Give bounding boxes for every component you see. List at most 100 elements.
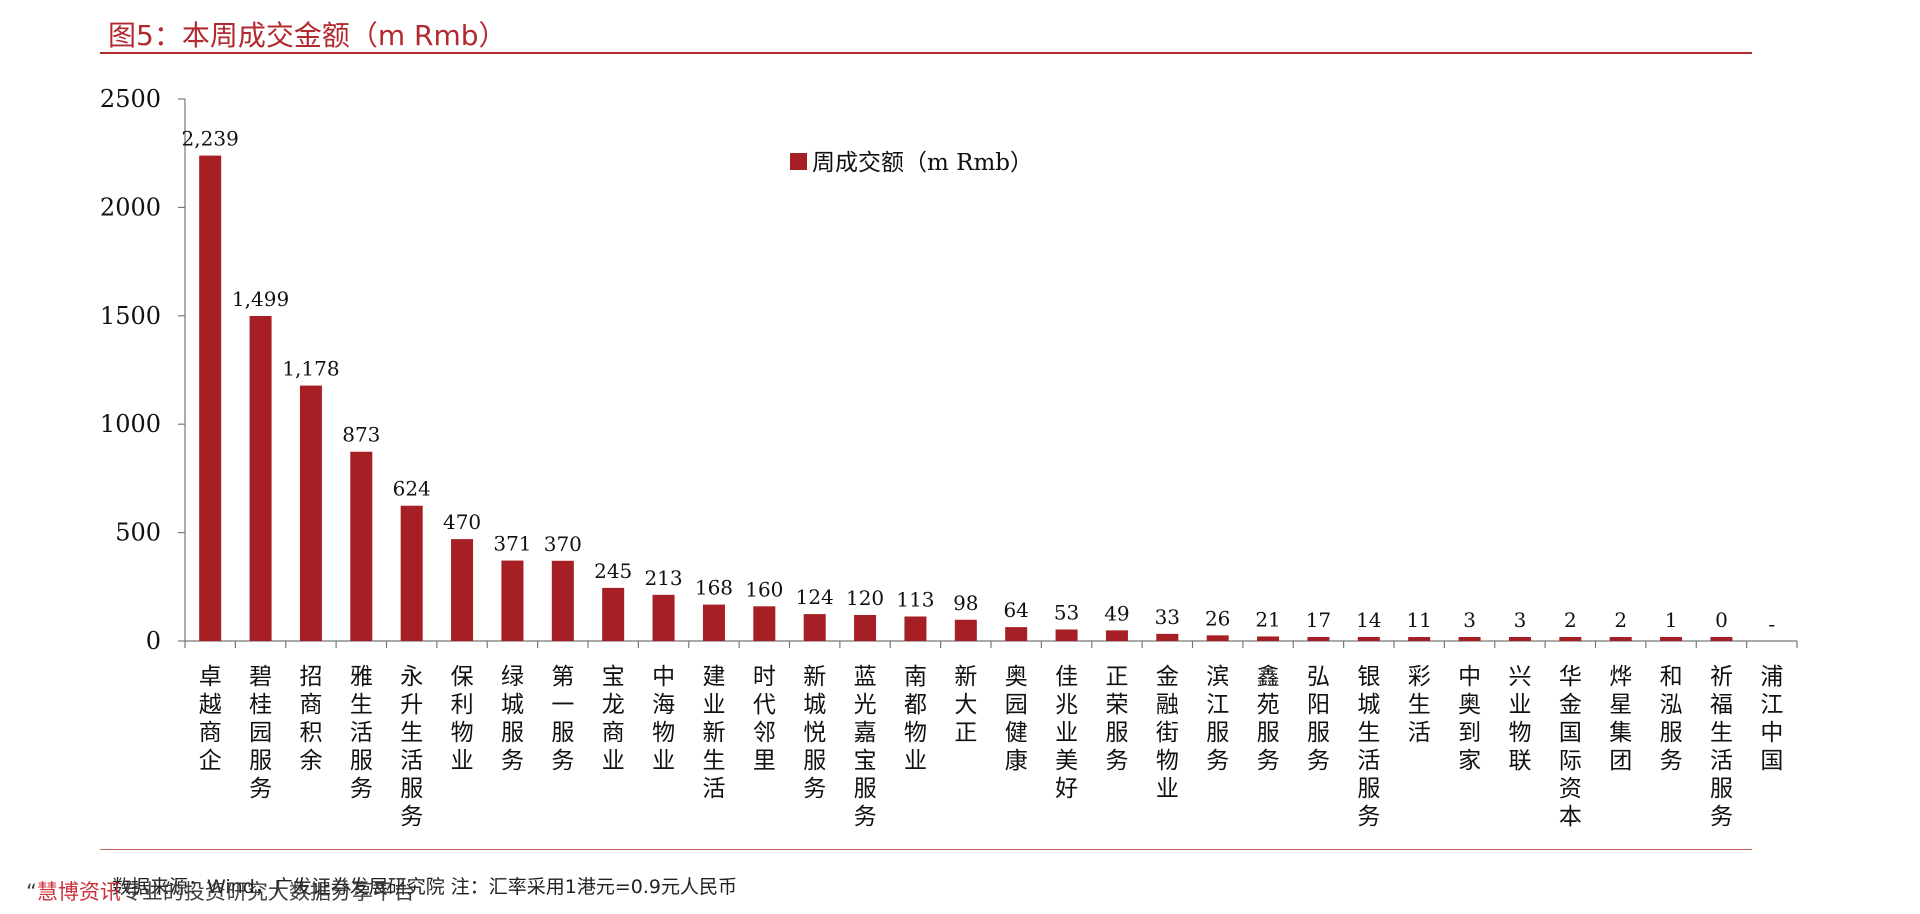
- data-label: 3: [1463, 608, 1476, 632]
- watermark-brand: 慧博资讯: [36, 880, 121, 904]
- watermark: “慧博资讯专业的投资研究大数据分享平台: [26, 876, 415, 906]
- bar: [803, 614, 826, 641]
- category-label: 雅生活服务: [350, 664, 373, 802]
- data-label: 1,499: [232, 287, 289, 311]
- bar: [1156, 633, 1179, 641]
- category-label: 招商积余: [299, 664, 322, 774]
- category-label: 弘阳服务: [1307, 664, 1330, 774]
- data-label: 371: [493, 532, 531, 556]
- bar: [1710, 637, 1733, 641]
- watermark-quote: “: [26, 880, 37, 904]
- bar: [400, 505, 423, 641]
- data-label: 624: [393, 477, 431, 501]
- data-label: 0: [1715, 608, 1728, 632]
- chart-title: 图5：本周成交金额（m Rmb）: [108, 19, 507, 52]
- bar: [753, 606, 776, 641]
- y-tick-label: 2000: [100, 193, 161, 221]
- category-label: 滨江服务: [1206, 664, 1229, 774]
- y-axis: 0 500 1000 1500 2000 2500: [100, 85, 186, 655]
- bar: [854, 614, 877, 641]
- y-tick-label: 500: [115, 519, 161, 547]
- category-label: 碧桂园服务: [249, 664, 272, 802]
- category-label: 保利物业: [451, 664, 474, 774]
- data-label: 14: [1356, 608, 1381, 632]
- data-label: 2: [1614, 608, 1627, 632]
- data-label: 120: [846, 586, 884, 610]
- category-label: 中奥到家: [1458, 664, 1481, 774]
- data-label: 168: [695, 576, 733, 600]
- data-label: 160: [745, 577, 783, 601]
- bar: [501, 560, 524, 641]
- data-label: 873: [342, 423, 380, 447]
- bar: [1508, 637, 1531, 641]
- bar: [551, 560, 574, 641]
- category-label: 浦江中国: [1760, 664, 1783, 774]
- bar: [1357, 637, 1380, 641]
- category-label: 第一服务: [551, 664, 574, 774]
- category-label: 永升生活服务: [400, 664, 423, 830]
- data-labels: 2,239 1,499 1,178 873 624 470 371 370 245 213 168 1…: [182, 127, 1776, 636]
- source-note: 数据来源：Wind，广发证券发展研究院 注：汇率采用1港元=0.9元人民币: [112, 876, 738, 898]
- category-label: 中海物业: [652, 664, 675, 774]
- bar: [249, 316, 272, 641]
- bar: [652, 594, 675, 641]
- watermark-tagline: 专业的投资研究大数据分享平台: [120, 880, 415, 904]
- data-label: 26: [1205, 606, 1230, 630]
- category-label: 烨星集团: [1609, 664, 1632, 774]
- category-label: 时代邻里: [753, 664, 776, 774]
- x-axis: [184, 640, 1798, 648]
- bar: [1055, 629, 1078, 641]
- bar: [1257, 636, 1280, 641]
- bar: [1609, 637, 1632, 641]
- data-label: 49: [1104, 601, 1129, 625]
- category-label: 鑫苑服务: [1257, 664, 1280, 774]
- bar: [350, 451, 373, 641]
- category-label: 金融街物业: [1156, 664, 1179, 802]
- bar: [1408, 637, 1431, 641]
- bar: [904, 616, 927, 641]
- data-label: 3: [1514, 608, 1527, 632]
- bar: [1559, 637, 1582, 641]
- data-label: 213: [644, 566, 682, 590]
- bar-chart: 0 500 1000 1500 2000 2500 2,239 1,499 1,178 873 6…: [100, 85, 1798, 830]
- bar: [954, 619, 977, 641]
- data-label: 470: [443, 510, 481, 534]
- y-tick-label: 2500: [100, 85, 161, 113]
- data-label: 1,178: [282, 357, 339, 381]
- data-label: 370: [544, 532, 582, 556]
- bar: [199, 155, 222, 642]
- data-label: 64: [1003, 598, 1028, 622]
- category-label: 兴业物联: [1508, 664, 1531, 774]
- category-label: 银城生活服务: [1357, 664, 1380, 830]
- data-label: 245: [594, 559, 632, 583]
- data-label: -: [1768, 612, 1775, 636]
- bar: [1105, 630, 1128, 641]
- category-labels: 卓越商企 碧桂园服务 招商积余 雅生活服务 永升生活服务 保利物业 绿城服务 第一服务 宝龙商业…: [199, 664, 1784, 830]
- bar: [702, 604, 725, 641]
- legend-label: 周成交额（m Rmb）: [812, 150, 1033, 176]
- category-label: 绿城服务: [501, 664, 524, 774]
- y-tick-label: 1500: [100, 302, 161, 330]
- category-label: 奥园健康: [1005, 664, 1028, 774]
- title-divider: [100, 52, 1752, 54]
- category-label: 宝龙商业: [602, 664, 625, 774]
- category-label: 卓越商企: [199, 664, 222, 774]
- data-label: 2: [1564, 608, 1577, 632]
- category-label: 新城悦服务: [803, 664, 826, 802]
- category-label: 新大正: [954, 664, 977, 746]
- category-label: 正荣服务: [1105, 664, 1128, 774]
- footer-divider: [100, 849, 1752, 850]
- bar-series: [199, 155, 1733, 642]
- data-label: 33: [1155, 605, 1180, 629]
- category-label: 建业新生活: [702, 664, 725, 802]
- category-label: 祈福生活服务: [1710, 664, 1733, 830]
- category-label: 蓝光嘉宝服务: [854, 664, 877, 830]
- data-label: 17: [1306, 608, 1331, 632]
- bar: [451, 539, 474, 641]
- data-label: 2,239: [182, 127, 239, 151]
- legend-swatch: [790, 153, 807, 170]
- bar: [1005, 627, 1028, 641]
- category-label: 和泓服务: [1660, 664, 1683, 774]
- category-label: 佳兆业美好: [1055, 664, 1078, 802]
- data-label: 124: [796, 585, 834, 609]
